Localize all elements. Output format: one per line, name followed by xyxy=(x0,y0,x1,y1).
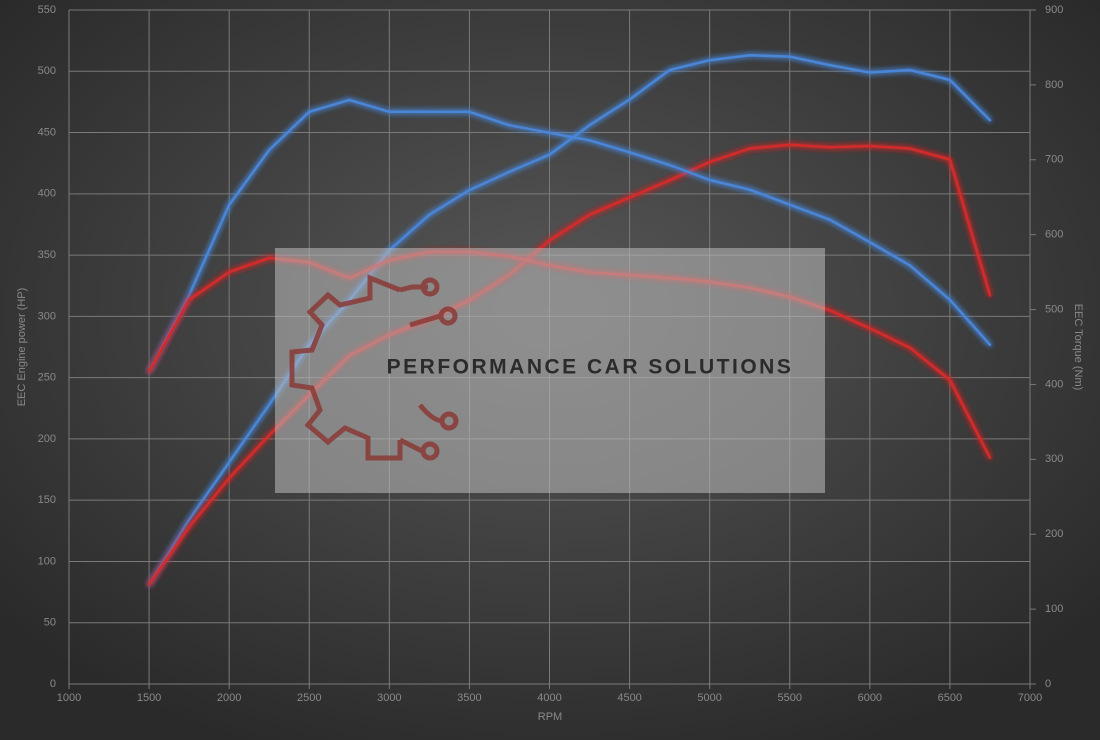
y2-tick-label: 200 xyxy=(1045,528,1063,540)
x-tick-label: 2000 xyxy=(217,692,241,704)
y-tick-label: 250 xyxy=(38,372,56,384)
y2-tick-label: 400 xyxy=(1045,378,1063,390)
y2-tick-label: 800 xyxy=(1045,79,1063,91)
y-tick-label: 400 xyxy=(38,188,56,200)
y2-tick-label: 100 xyxy=(1045,603,1063,615)
x-tick-label: 3000 xyxy=(377,692,401,704)
y-tick-label: 300 xyxy=(38,310,56,322)
x-tick-label: 4000 xyxy=(537,692,561,704)
y-tick-label: 500 xyxy=(38,65,56,77)
watermark: PERFORMANCE CAR SOLUTIONS xyxy=(275,248,825,493)
y-tick-label: 550 xyxy=(38,4,56,16)
x-tick-label: 3500 xyxy=(457,692,481,704)
y-tick-label: 50 xyxy=(44,617,56,629)
y2-tick-label: 900 xyxy=(1045,4,1063,16)
x-tick-label: 7000 xyxy=(1018,692,1042,704)
x-tick-label: 5500 xyxy=(778,692,802,704)
x-tick-label: 6500 xyxy=(938,692,962,704)
y2-tick-label: 500 xyxy=(1045,303,1063,315)
logo xyxy=(289,274,459,461)
watermark-text: PERFORMANCE CAR SOLUTIONS xyxy=(387,356,794,379)
x-tick-label: 2500 xyxy=(297,692,321,704)
x-axis-label: RPM xyxy=(538,711,562,723)
y-tick-label: 350 xyxy=(38,249,56,261)
x-tick-label: 1500 xyxy=(137,692,161,704)
x-tick-label: 1000 xyxy=(57,692,81,704)
y-axis-label: EEC Engine power (HP) xyxy=(16,288,28,407)
series-line xyxy=(147,98,992,373)
y2-tick-label: 600 xyxy=(1045,229,1063,241)
y-tick-label: 450 xyxy=(38,126,56,138)
x-tick-label: 6000 xyxy=(858,692,882,704)
y-tick-label: 0 xyxy=(50,678,56,690)
y2-tick-label: 300 xyxy=(1045,453,1063,465)
y2-tick-label: 0 xyxy=(1045,678,1051,690)
y-tick-label: 150 xyxy=(38,494,56,506)
x-tick-label: 5000 xyxy=(697,692,721,704)
x-tick-label: 4500 xyxy=(617,692,641,704)
y-tick-label: 100 xyxy=(38,555,56,567)
y2-tick-label: 700 xyxy=(1045,154,1063,166)
y-tick-label: 200 xyxy=(38,433,56,445)
y2-axis-label: EEC Torque (Nm) xyxy=(1072,304,1084,391)
